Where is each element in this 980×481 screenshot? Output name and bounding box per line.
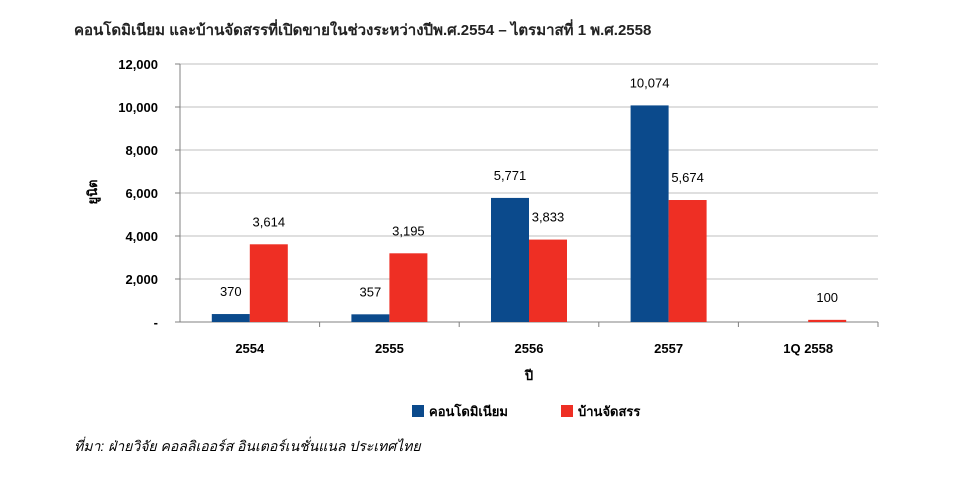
- legend: คอนโดมิเนียม บ้านจัดสรร: [412, 403, 640, 419]
- legend-label-house: บ้านจัดสรร: [578, 404, 640, 419]
- data-label-house: 3,833: [532, 210, 565, 225]
- bar-house: [808, 319, 847, 322]
- data-label-house: 100: [816, 290, 838, 305]
- data-label-condo: 5,771: [494, 168, 527, 183]
- x-tick-label: 2555: [375, 341, 404, 356]
- bar-condo: [630, 105, 669, 322]
- x-tick-label: 2557: [654, 341, 683, 356]
- legend-swatch-house: [561, 405, 573, 417]
- bar-house: [529, 239, 567, 322]
- y-tick-label: -: [154, 315, 158, 330]
- axes: - 2,000 4,000 6,000 8,000 10,000 12,000 2554 255…: [118, 57, 879, 356]
- y-tick-label: 10,000: [118, 100, 158, 115]
- chart-title: คอนโดมิเนียม และบ้านจัดสรรที่เปิดขายในช่…: [74, 22, 652, 39]
- legend-swatch-condo: [412, 405, 424, 417]
- bar-condo: [491, 197, 529, 322]
- y-tick-label: 6,000: [125, 186, 158, 201]
- y-tick-label: 12,000: [118, 57, 158, 72]
- y-tick-label: 2,000: [125, 272, 158, 287]
- data-label-condo: 370: [220, 284, 242, 299]
- x-tick-label: 2556: [515, 341, 544, 356]
- y-tick-label: 4,000: [125, 229, 158, 244]
- data-label-house: 3,195: [392, 223, 425, 238]
- y-axis-label: ยูนิต: [85, 180, 101, 205]
- data-label-house: 5,674: [671, 170, 704, 185]
- bars: [211, 105, 847, 322]
- bar-house: [668, 200, 707, 322]
- x-axis-label: ปี: [524, 368, 533, 383]
- y-tick-label: 8,000: [125, 143, 158, 158]
- legend-label-condo: คอนโดมิเนียม: [429, 403, 508, 419]
- x-tick-label: 2554: [235, 341, 265, 356]
- bar-condo: [351, 314, 390, 322]
- bar-condo: [211, 314, 250, 322]
- bar-house: [249, 244, 288, 322]
- data-label-condo: 10,074: [630, 75, 670, 90]
- data-labels: 370 3,614 357 3,195 5,771 3,833 10,074 5,674 100: [220, 75, 838, 304]
- source-note: ที่มา: ฝ่ายวิจัย คอลลิเออร์ส อินเตอร์เนช…: [74, 438, 421, 454]
- data-label-condo: 357: [360, 284, 382, 299]
- data-label-house: 3,614: [253, 214, 286, 229]
- bar-house: [389, 253, 428, 322]
- x-tick-label: 1Q 2558: [783, 341, 833, 356]
